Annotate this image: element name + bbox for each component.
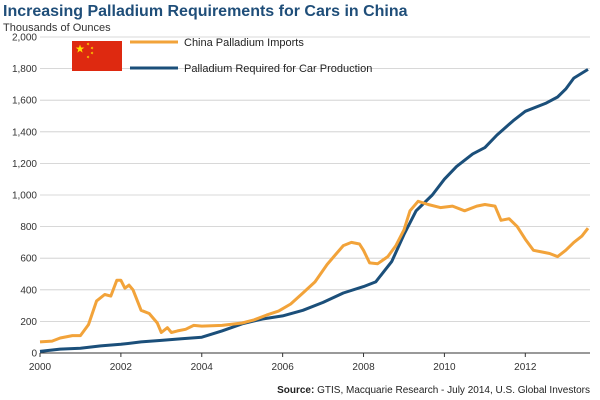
- y-tick-label: 200: [20, 317, 37, 328]
- y-tick-label: 0: [31, 349, 37, 360]
- x-tick-label: 2004: [191, 362, 214, 373]
- source-text: GTIS, Macquarie Research - July 2014, U.…: [317, 385, 590, 396]
- y-tick-label: 2,000: [12, 33, 37, 44]
- x-tick-label: 2012: [514, 362, 537, 373]
- legend-label-required: Palladium Required for Car Production: [184, 63, 372, 75]
- x-tick-label: 2010: [433, 362, 456, 373]
- y-tick-labels: 0 200 400 600 800 1,000 1,200 1,400 1,600 1,800 2,…: [12, 33, 37, 360]
- series-line-required-for-car-production: [39, 68, 589, 353]
- source-note: Source: GTIS, Macquarie Research - July …: [277, 385, 590, 396]
- source-label: Source:: [277, 385, 314, 396]
- x-tick-marks: [39, 353, 526, 357]
- y-tick-label: 1,200: [12, 159, 37, 170]
- china-flag-icon: [72, 41, 122, 71]
- y-tick-label: 1,400: [12, 127, 37, 138]
- x-tick-labels: 2000 2002 2004 2006 2008 2010 2012: [29, 362, 537, 373]
- y-tick-label: 1,800: [12, 64, 37, 75]
- chart-title: Increasing Palladium Requirements for Ca…: [3, 3, 408, 20]
- y-axis-label: Thousands of Ounces: [3, 22, 111, 34]
- series-line-china-palladium-imports: [39, 199, 590, 344]
- x-tick-label: 2006: [272, 362, 295, 373]
- x-tick-label: 2000: [29, 362, 52, 373]
- y-tick-label: 600: [20, 254, 37, 265]
- grid-lines: [40, 36, 590, 322]
- x-tick-label: 2002: [110, 362, 133, 373]
- y-tick-label: 800: [20, 222, 37, 233]
- legend: China Palladium Imports Palladium Requir…: [72, 37, 372, 75]
- y-tick-label: 400: [20, 285, 37, 296]
- y-tick-label: 1,600: [12, 96, 37, 107]
- x-tick-label: 2008: [352, 362, 375, 373]
- y-tick-label: 1,000: [12, 191, 37, 202]
- legend-label-imports: China Palladium Imports: [184, 37, 304, 49]
